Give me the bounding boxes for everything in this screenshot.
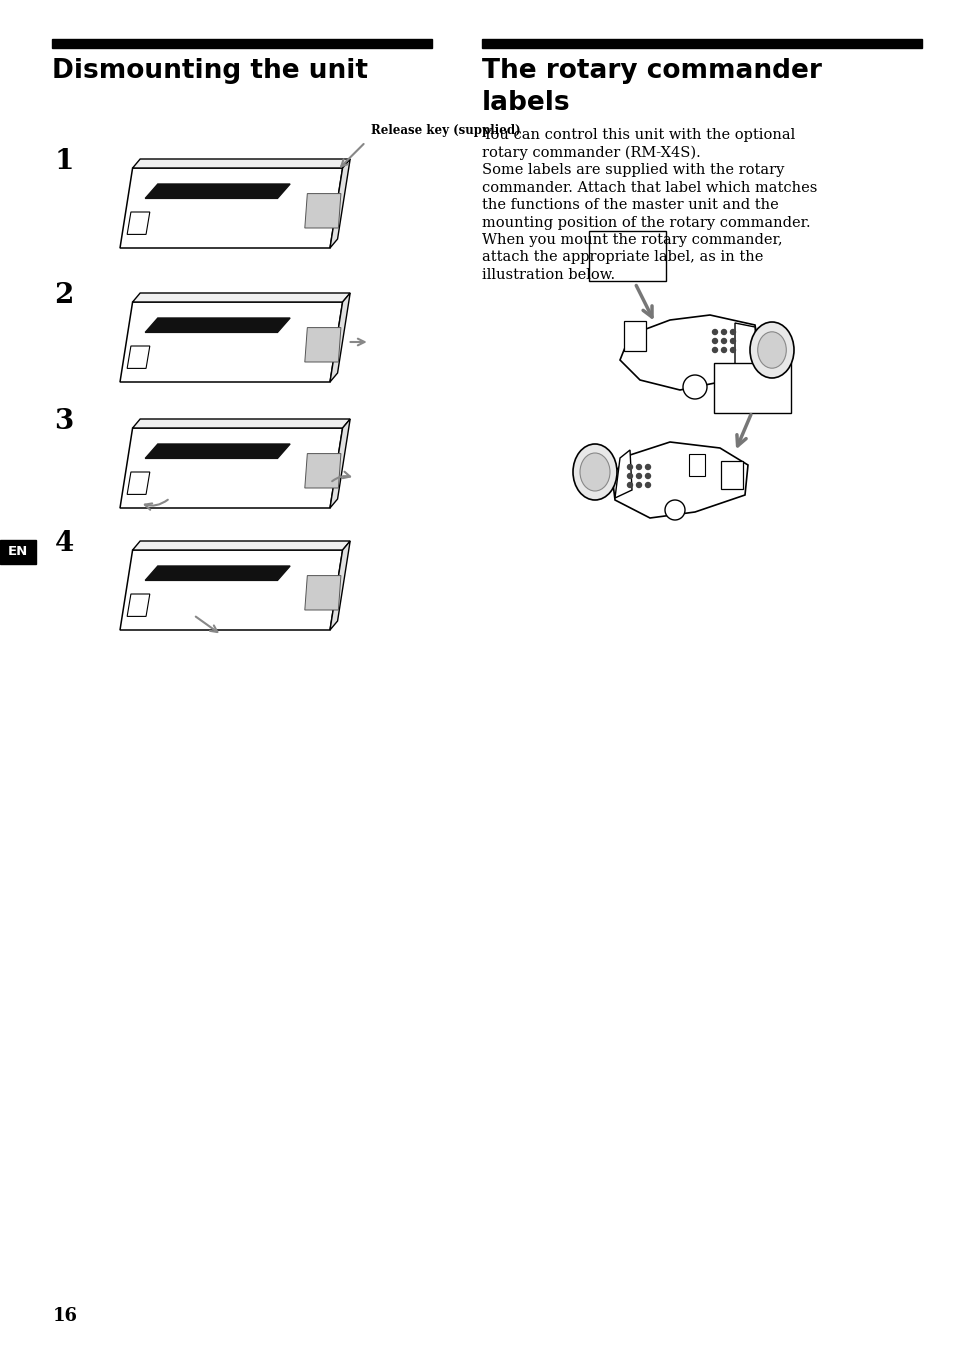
- Bar: [52, 39, 432, 47]
- Polygon shape: [127, 211, 150, 234]
- Polygon shape: [145, 318, 290, 332]
- Circle shape: [636, 473, 640, 478]
- Circle shape: [627, 465, 632, 469]
- Text: You can control this unit with the optional: You can control this unit with the optio…: [481, 127, 794, 142]
- Text: 16: 16: [52, 1308, 77, 1325]
- Polygon shape: [132, 419, 350, 428]
- Polygon shape: [127, 346, 150, 369]
- Polygon shape: [127, 593, 150, 617]
- Polygon shape: [120, 168, 342, 248]
- Polygon shape: [132, 159, 350, 168]
- Circle shape: [730, 339, 735, 344]
- FancyBboxPatch shape: [713, 363, 790, 413]
- Text: illustration below.: illustration below.: [481, 268, 615, 282]
- Ellipse shape: [757, 332, 785, 369]
- Circle shape: [720, 347, 726, 352]
- Text: The rotary commander: The rotary commander: [481, 58, 821, 84]
- Text: attach the appropriate label, as in the: attach the appropriate label, as in the: [481, 251, 762, 264]
- Polygon shape: [145, 566, 290, 580]
- Polygon shape: [615, 450, 631, 499]
- Circle shape: [645, 482, 650, 488]
- Text: mounting position of the rotary commander.: mounting position of the rotary commande…: [481, 215, 809, 229]
- Ellipse shape: [579, 453, 609, 491]
- Text: EN: EN: [8, 546, 28, 558]
- FancyBboxPatch shape: [623, 321, 645, 351]
- Circle shape: [730, 347, 735, 352]
- Polygon shape: [127, 472, 150, 495]
- Ellipse shape: [573, 444, 617, 500]
- Text: When you mount the rotary commander,: When you mount the rotary commander,: [481, 233, 781, 247]
- Polygon shape: [120, 428, 342, 508]
- Circle shape: [720, 339, 726, 344]
- Bar: [481, 39, 921, 47]
- Circle shape: [712, 347, 717, 352]
- Text: 4: 4: [54, 530, 73, 557]
- Circle shape: [627, 482, 632, 488]
- Text: 1: 1: [54, 148, 73, 175]
- Polygon shape: [120, 550, 342, 630]
- Text: 2: 2: [54, 282, 73, 309]
- Bar: [0, 541, 36, 564]
- Polygon shape: [304, 194, 340, 228]
- Circle shape: [712, 329, 717, 335]
- Polygon shape: [120, 302, 342, 382]
- Polygon shape: [619, 314, 760, 390]
- Polygon shape: [330, 541, 350, 630]
- FancyBboxPatch shape: [720, 461, 742, 489]
- Polygon shape: [330, 419, 350, 508]
- Polygon shape: [330, 293, 350, 382]
- Polygon shape: [145, 184, 290, 198]
- Polygon shape: [612, 442, 747, 518]
- Polygon shape: [304, 454, 340, 488]
- Text: rotary commander (RM-X4S).: rotary commander (RM-X4S).: [481, 145, 700, 160]
- Circle shape: [636, 482, 640, 488]
- Polygon shape: [145, 444, 290, 458]
- Circle shape: [682, 375, 706, 398]
- Polygon shape: [304, 576, 340, 610]
- Text: Some labels are supplied with the rotary: Some labels are supplied with the rotary: [481, 163, 783, 178]
- Polygon shape: [734, 322, 758, 377]
- Polygon shape: [132, 541, 350, 550]
- Text: the functions of the master unit and the: the functions of the master unit and the: [481, 198, 778, 211]
- Text: commander. Attach that label which matches: commander. Attach that label which match…: [481, 180, 817, 195]
- Polygon shape: [132, 293, 350, 302]
- Text: Dismounting the unit: Dismounting the unit: [52, 58, 368, 84]
- Circle shape: [636, 465, 640, 469]
- Circle shape: [720, 329, 726, 335]
- Text: labels: labels: [481, 89, 570, 117]
- Ellipse shape: [749, 322, 793, 378]
- Circle shape: [627, 473, 632, 478]
- Circle shape: [664, 500, 684, 520]
- Polygon shape: [330, 159, 350, 248]
- Circle shape: [645, 473, 650, 478]
- Text: 3: 3: [54, 408, 73, 435]
- FancyBboxPatch shape: [588, 230, 665, 280]
- Polygon shape: [304, 328, 340, 362]
- Circle shape: [712, 339, 717, 344]
- FancyBboxPatch shape: [688, 454, 704, 476]
- Circle shape: [730, 329, 735, 335]
- Circle shape: [645, 465, 650, 469]
- Text: Release key (supplied): Release key (supplied): [370, 125, 519, 137]
